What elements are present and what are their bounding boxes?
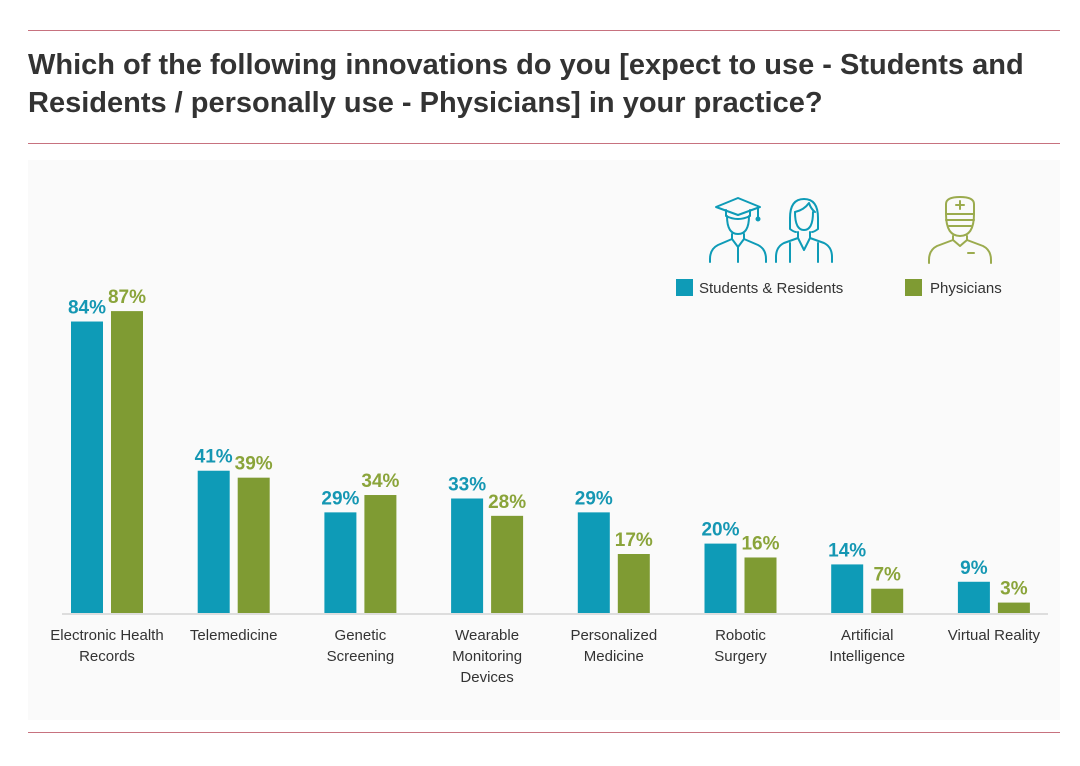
bar-students-4 — [577, 512, 610, 613]
category-labels-layer: Electronic Health Records Telemedicine Gene… — [50, 627, 1040, 686]
bar-students-7 — [957, 581, 990, 613]
bar-physicians-2 — [364, 495, 397, 613]
bar-students-5 — [704, 543, 737, 613]
legend-swatch-students — [676, 279, 693, 296]
value-label-students-2: 29% — [321, 488, 359, 509]
chart-panel — [28, 160, 1060, 720]
value-label-physicians-1: 39% — [235, 454, 273, 475]
category-label-5: Robotic Surgery — [714, 627, 767, 665]
doctor-woman-icon — [775, 198, 833, 263]
category-label-0: Electronic Health Records — [50, 627, 163, 665]
category-label-7: Virtual Reality — [948, 627, 1041, 644]
bar-students-1 — [197, 470, 230, 613]
value-label-students-0: 84% — [68, 298, 106, 319]
bars-layer — [71, 311, 1030, 613]
bar-physicians-7 — [997, 602, 1030, 613]
bar-physicians-4 — [617, 554, 650, 613]
legend-label-students: Students & Residents — [699, 280, 843, 297]
bar-physicians-1 — [237, 477, 270, 613]
bar-physicians-5 — [744, 557, 777, 613]
category-label-4: Personalized Medicine — [570, 627, 657, 665]
bar-physicians-0 — [111, 311, 143, 613]
legend-swatch-physicians — [905, 279, 922, 296]
value-label-students-5: 20% — [701, 520, 739, 541]
value-label-physicians-0: 87% — [108, 287, 146, 308]
value-labels-layer: 84% 87%41% 39%29%34% 33%28% 29%17% 20%16% 14%7… — [68, 287, 1028, 599]
category-label-3: Wearable Monitoring Devices — [452, 627, 522, 686]
value-label-physicians-6: 7% — [873, 565, 901, 586]
bar-physicians-3 — [491, 515, 524, 613]
chart-title: Which of the following innovations do yo… — [28, 49, 1024, 119]
value-label-students-7: 9% — [960, 558, 988, 579]
top-rule — [28, 30, 1060, 31]
category-label-1: Telemedicine — [190, 627, 278, 644]
value-label-students-1: 41% — [195, 447, 233, 468]
bar-students-3 — [451, 498, 484, 613]
bottom-rule — [28, 732, 1060, 733]
category-label-2: Genetic Screening — [327, 627, 395, 665]
category-label-6: Artificial Intelligence — [829, 627, 905, 665]
bar-physicians-6 — [871, 588, 904, 613]
title-rule — [28, 143, 1060, 144]
bar-students-2 — [324, 512, 357, 613]
value-label-physicians-5: 16% — [741, 533, 779, 554]
value-label-physicians-2: 34% — [361, 471, 399, 492]
value-label-physicians-7: 3% — [1000, 579, 1028, 600]
value-label-physicians-4: 17% — [615, 530, 653, 551]
legend-label-physicians: Physicians — [930, 280, 1002, 297]
value-label-students-6: 14% — [828, 540, 866, 561]
graduate-icon — [709, 197, 767, 263]
value-label-physicians-3: 28% — [488, 492, 526, 513]
value-label-students-3: 33% — [448, 474, 486, 495]
bar-students-6 — [831, 564, 864, 613]
bar-students-0 — [71, 321, 103, 613]
value-label-students-4: 29% — [575, 488, 613, 509]
surgeon-icon — [928, 196, 992, 264]
